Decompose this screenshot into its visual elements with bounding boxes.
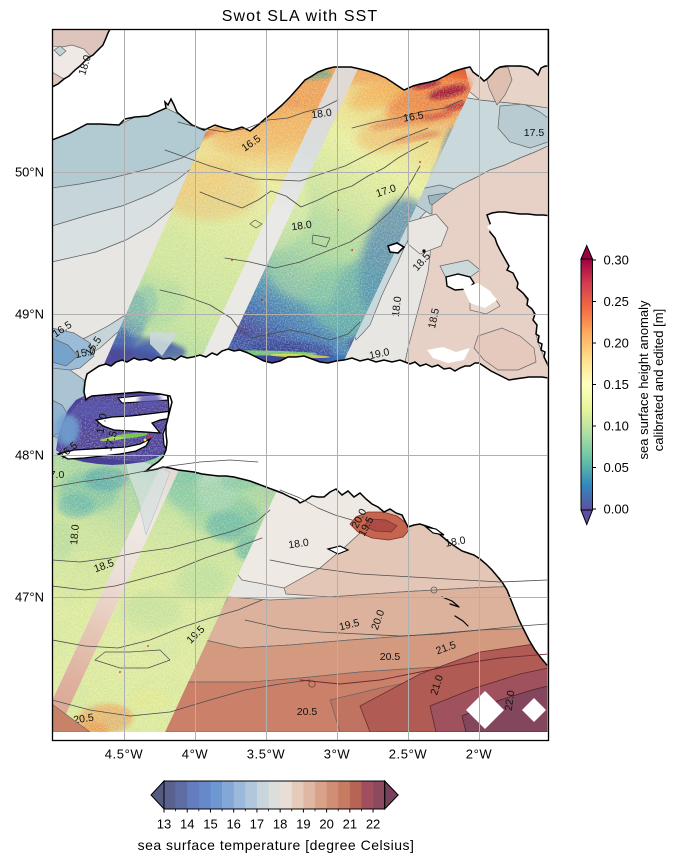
svg-text:18.0: 18.0 xyxy=(68,524,82,546)
svg-text:19: 19 xyxy=(296,817,310,832)
svg-text:16: 16 xyxy=(226,817,240,832)
svg-text:sea surface temperature [degre: sea surface temperature [degree Celsius] xyxy=(138,837,415,853)
svg-text:21: 21 xyxy=(343,817,357,832)
svg-text:17.0: 17.0 xyxy=(94,412,109,434)
svg-text:17.5: 17.5 xyxy=(524,127,545,139)
svg-text:0.30: 0.30 xyxy=(604,253,629,268)
svg-text:3°W: 3°W xyxy=(324,747,351,762)
svg-text:20: 20 xyxy=(319,817,333,832)
svg-text:3.5°W: 3.5°W xyxy=(247,747,286,762)
svg-text:Swot SLA with SST: Swot SLA with SST xyxy=(222,8,379,25)
svg-text:20.5: 20.5 xyxy=(380,651,401,663)
svg-text:18: 18 xyxy=(273,817,287,832)
svg-text:0.05: 0.05 xyxy=(604,460,629,475)
svg-text:sea surface height anomaly: sea surface height anomaly xyxy=(636,300,651,459)
svg-text:18.0: 18.0 xyxy=(76,53,93,76)
svg-text:20.5: 20.5 xyxy=(73,712,95,727)
svg-text:0.15: 0.15 xyxy=(604,377,629,392)
svg-text:22.0: 22.0 xyxy=(503,689,518,711)
svg-text:4.5°W: 4.5°W xyxy=(105,747,144,762)
svg-text:50°N: 50°N xyxy=(15,165,44,180)
svg-text:20.5: 20.5 xyxy=(297,706,318,718)
svg-text:0.25: 0.25 xyxy=(604,294,629,309)
svg-text:18.0: 18.0 xyxy=(390,296,404,318)
svg-text:19.0: 19.0 xyxy=(368,346,391,362)
svg-text:14: 14 xyxy=(180,817,194,832)
svg-text:47°N: 47°N xyxy=(15,590,44,605)
svg-text:0.00: 0.00 xyxy=(604,502,629,517)
svg-text:18.5: 18.5 xyxy=(426,307,442,330)
svg-text:49°N: 49°N xyxy=(15,307,44,322)
svg-text:7.0: 7.0 xyxy=(50,469,65,481)
svg-text:4°W: 4°W xyxy=(182,747,209,762)
svg-text:18.0: 18.0 xyxy=(291,219,313,234)
svg-text:16.5: 16.5 xyxy=(402,109,424,124)
svg-text:calibrated and edited [m]: calibrated and edited [m] xyxy=(651,309,666,451)
svg-text:15.0: 15.0 xyxy=(74,345,97,361)
svg-text:18.0: 18.0 xyxy=(444,534,466,549)
svg-text:17: 17 xyxy=(250,817,264,832)
svg-text:22: 22 xyxy=(366,817,380,832)
svg-text:0.20: 0.20 xyxy=(604,336,629,351)
svg-text:18.0: 18.0 xyxy=(311,107,333,122)
svg-text:0.10: 0.10 xyxy=(604,419,629,434)
svg-text:2.5°W: 2.5°W xyxy=(389,747,428,762)
svg-text:15: 15 xyxy=(203,817,217,832)
svg-text:18.0: 18.0 xyxy=(288,537,310,552)
svg-text:13: 13 xyxy=(157,817,171,832)
svg-text:19.5: 19.5 xyxy=(338,617,361,634)
svg-text:2°W: 2°W xyxy=(466,747,493,762)
svg-text:48°N: 48°N xyxy=(15,448,44,463)
